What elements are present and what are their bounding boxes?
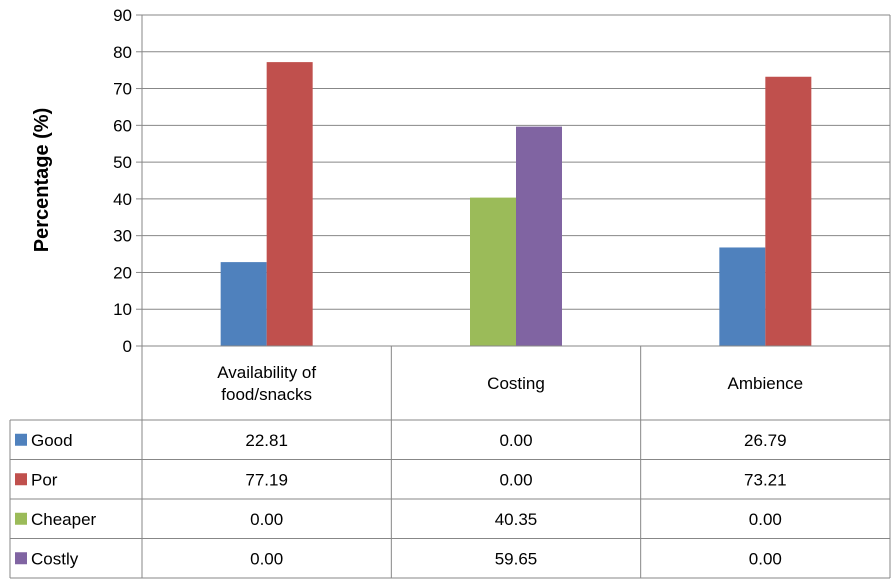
legend-key-good	[15, 433, 27, 446]
y-tick-labels: 0 10 20 30 40 50 60 70 80 90	[113, 6, 132, 356]
table-cell: 0.00	[749, 510, 782, 529]
legend-key-costly	[15, 552, 27, 565]
y-tick-label: 0	[123, 337, 132, 356]
table-cell: 0.00	[250, 549, 283, 568]
table-cell: 73.21	[744, 470, 787, 489]
table-cell: 59.65	[495, 549, 538, 568]
category-label: Costing	[487, 374, 545, 393]
table-cell: 0.00	[749, 549, 782, 568]
bar-costly-1	[516, 126, 562, 347]
bar-por-0	[266, 62, 313, 346]
table-cell: 22.81	[245, 431, 288, 450]
y-tick-label: 80	[113, 43, 132, 62]
y-tick-label: 90	[113, 6, 132, 25]
y-tick-label: 60	[113, 116, 132, 135]
table-cell: 26.79	[744, 431, 787, 450]
category-label: Availability of food/snacks	[217, 363, 316, 404]
bar-cheaper-1	[470, 197, 516, 346]
data-table: Availability of food/snacks Costing Ambienc…	[9, 15, 891, 579]
table-cell: 0.00	[250, 510, 283, 529]
y-axis-label: Percentage (%)	[31, 108, 53, 253]
y-tick-label: 70	[113, 80, 132, 99]
bar-good-2	[719, 247, 766, 346]
legend-key-cheaper	[15, 512, 27, 525]
category-label: Ambience	[728, 374, 804, 393]
legend-label: Cheaper	[31, 510, 97, 529]
table-cell: 0.00	[499, 431, 532, 450]
y-tick-label: 20	[113, 263, 132, 282]
y-tick-label: 30	[113, 227, 132, 246]
y-tick-label: 40	[113, 190, 132, 209]
bar-por-2	[765, 76, 812, 347]
bar-good-0	[220, 262, 267, 346]
legend-label: Costly	[31, 549, 79, 568]
legend-key-por	[15, 473, 27, 486]
legend-label: Good	[31, 431, 73, 450]
legend-label: Por	[31, 470, 58, 489]
table-cell: 40.35	[495, 510, 538, 529]
y-tick-label: 10	[113, 300, 132, 319]
table-cell: 77.19	[245, 470, 288, 489]
y-tick-label: 50	[113, 153, 132, 172]
bars	[220, 62, 812, 347]
table-cell: 0.00	[499, 470, 532, 489]
axes	[136, 14, 890, 578]
